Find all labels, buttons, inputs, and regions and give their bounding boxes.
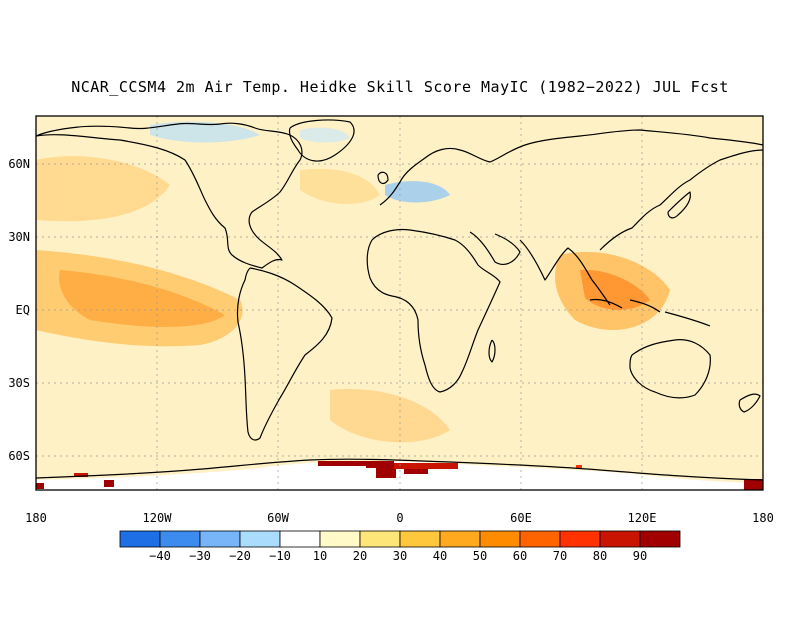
colorbar-swatch	[159, 530, 201, 548]
colorbar-tick-label: 40	[433, 549, 447, 563]
colorbar: −40 −30 −20 −10 10 20 30 40 50 60 70 80 90	[119, 530, 681, 563]
latitude-labels: 60N 30N EQ 30S 60S	[8, 157, 30, 463]
colorbar-tick-label: 90	[633, 549, 647, 563]
lat-label-30s: 30S	[8, 376, 30, 390]
map-title: NCAR_CCSM4 2m Air Temp. Heidke Skill Sco…	[71, 78, 729, 96]
lat-label-eq: EQ	[16, 303, 30, 317]
colorbar-swatch	[319, 530, 361, 548]
colorbar-swatch	[239, 530, 281, 548]
lon-label-180e: 180	[752, 511, 774, 525]
colorbar-tick-label: −20	[229, 549, 251, 563]
antarctic-high-skill-cells	[36, 461, 763, 490]
colorbar-swatch	[439, 530, 481, 548]
graticule	[36, 116, 763, 490]
colorbar-swatch	[559, 530, 601, 548]
colorbar-tick-label: 30	[393, 549, 407, 563]
lon-label-120w: 120W	[143, 511, 173, 525]
lat-label-30n: 30N	[8, 230, 30, 244]
lon-label-180w: 180	[25, 511, 47, 525]
colorbar-swatch	[479, 530, 521, 548]
lon-label-120e: 120E	[628, 511, 657, 525]
colorbar-swatch	[519, 530, 561, 548]
colorbar-swatch	[199, 530, 241, 548]
colorbar-swatch	[639, 530, 681, 548]
colorbar-tick-label: 60	[513, 549, 527, 563]
map-frame	[36, 116, 763, 490]
lon-label-0: 0	[396, 511, 403, 525]
coastlines	[35, 119, 764, 481]
colorbar-tick-label: 70	[553, 549, 567, 563]
lat-label-60n: 60N	[8, 157, 30, 171]
colorbar-swatch	[399, 530, 441, 548]
colorbar-tick-label: −30	[189, 549, 211, 563]
lat-label-60s: 60S	[8, 449, 30, 463]
map-border	[35, 115, 764, 491]
lon-label-60e: 60E	[510, 511, 532, 525]
colorbar-tick-label: 20	[353, 549, 367, 563]
colorbar-tick-label: 80	[593, 549, 607, 563]
longitude-labels: 180 120W 60W 0 60E 120E 180	[25, 511, 774, 525]
colorbar-tick-label: −40	[149, 549, 171, 563]
colorbar-swatch	[599, 530, 641, 548]
colorbar-swatch	[279, 530, 321, 548]
lon-label-60w: 60W	[267, 511, 289, 525]
colorbar-tick-label: 50	[473, 549, 487, 563]
colorbar-swatch	[119, 530, 161, 548]
colorbar-swatch	[359, 530, 401, 548]
colorbar-tick-label: −10	[269, 549, 291, 563]
colorbar-tick-label: 10	[313, 549, 327, 563]
